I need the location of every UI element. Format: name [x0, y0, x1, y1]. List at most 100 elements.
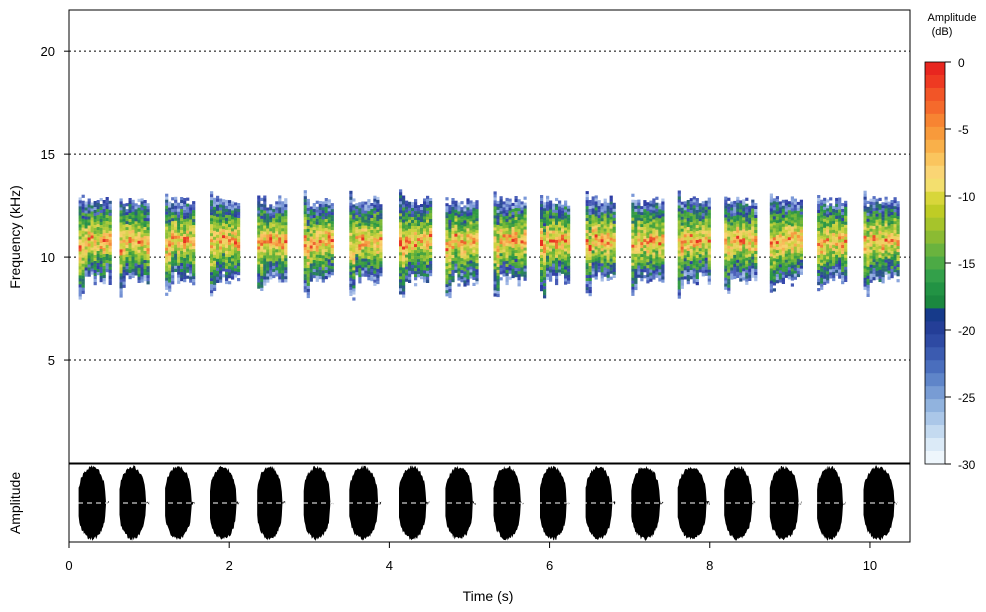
spectrogram-cell	[754, 275, 757, 278]
spectrogram-cell	[705, 255, 708, 258]
spectrogram-cell	[770, 248, 773, 251]
spectrogram-cell	[785, 272, 788, 275]
spectrogram-cell	[284, 249, 287, 252]
spectrogram-cell	[361, 253, 364, 256]
spectrogram-cell	[278, 279, 281, 282]
spectrogram-cell	[147, 209, 150, 212]
spectrogram-cell	[475, 257, 478, 260]
spectrogram-cell	[640, 224, 643, 227]
spectrogram-cell	[503, 240, 506, 243]
spectrogram-cell	[457, 232, 460, 235]
spectrogram-cell	[417, 265, 420, 268]
spectrogram-cell	[411, 265, 414, 268]
spectrogram-cell	[652, 264, 655, 267]
spectrogram-cell	[79, 236, 82, 239]
spectrogram-cell	[132, 206, 135, 209]
spectrogram-cell	[91, 263, 94, 266]
spectrogram-cell	[736, 233, 739, 236]
spectrogram-cell	[785, 203, 788, 206]
spectrogram-cell	[168, 226, 171, 229]
syllable	[586, 191, 616, 296]
spectrogram-cell	[216, 265, 219, 268]
spectrogram-cell	[257, 238, 260, 241]
spectrogram-cell	[540, 234, 543, 237]
spectrogram-cell	[109, 243, 112, 246]
spectrogram-cell	[219, 268, 222, 271]
spectrogram-cell	[497, 255, 500, 258]
spectrogram-cell	[228, 281, 231, 284]
spectrogram-cell	[558, 243, 561, 246]
spectrogram-cell	[234, 241, 237, 244]
spectrogram-cell	[358, 244, 361, 247]
spectrogram-cell	[304, 193, 307, 196]
spectrogram-cell	[120, 294, 123, 297]
spectrogram-cell	[543, 217, 546, 220]
spectrogram-cell	[661, 262, 664, 265]
spectrogram-cell	[405, 228, 408, 231]
spectrogram-cell	[652, 225, 655, 228]
spectrogram-cell	[376, 242, 379, 245]
spectrogram-cell	[402, 211, 405, 214]
spectrogram-cell	[751, 230, 754, 233]
spectrogram-cell	[681, 223, 684, 226]
spectrogram-cell	[782, 206, 785, 209]
spectrogram-cell	[284, 243, 287, 246]
spectrogram-cell	[503, 252, 506, 255]
spectrogram-cell	[643, 215, 646, 218]
spectrogram-cell	[835, 228, 838, 231]
spectrogram-cell	[512, 224, 515, 227]
spectrogram-cell	[192, 222, 195, 225]
spectrogram-cell	[171, 233, 174, 236]
spectrogram-cell	[661, 229, 664, 232]
spectrogram-cell	[745, 231, 748, 234]
spectrogram-cell	[727, 240, 730, 243]
spectrogram-cell	[631, 293, 634, 296]
spectrogram-cell	[82, 195, 85, 198]
spectrogram-cell	[690, 273, 693, 276]
spectrogram-cell	[216, 226, 219, 229]
spectrogram-cell	[82, 264, 85, 267]
spectrogram-cell	[278, 219, 281, 222]
spectrogram-cell	[800, 221, 803, 224]
spectrogram-cell	[349, 248, 352, 251]
spectrogram-cell	[411, 235, 414, 238]
spectrogram-cell	[567, 209, 570, 212]
spectrogram-cell	[405, 267, 408, 270]
spectrogram-cell	[352, 225, 355, 228]
spectrogram-cell	[546, 247, 549, 250]
spectrogram-cell	[466, 264, 469, 267]
spectrogram-cell	[402, 199, 405, 202]
spectrogram-cell	[319, 276, 322, 279]
spectrogram-cell	[604, 265, 607, 268]
spectrogram-cell	[263, 253, 266, 256]
spectrogram-cell	[631, 230, 634, 233]
spectrogram-cell	[414, 268, 417, 271]
spectrogram-cell	[708, 240, 711, 243]
spectrogram-cell	[782, 281, 785, 284]
spectrogram-cell	[426, 271, 429, 274]
spectrogram-cell	[742, 208, 745, 211]
spectrogram-cell	[823, 270, 826, 273]
spectrogram-cell	[521, 201, 524, 204]
spectrogram-cell	[448, 250, 451, 253]
spectrogram-cell	[776, 226, 779, 229]
spectrogram-cell	[646, 247, 649, 250]
spectrogram-cell	[269, 204, 272, 207]
spectrogram-cell	[469, 242, 472, 245]
spectrogram-cell	[607, 233, 610, 236]
spectrogram-cell	[423, 258, 426, 261]
spectrogram-cell	[864, 263, 867, 266]
spectrogram-cell	[94, 207, 97, 210]
spectrogram-cell	[423, 204, 426, 207]
spectrogram-cell	[364, 265, 367, 268]
spectrogram-cell	[216, 253, 219, 256]
spectrogram-cell	[399, 204, 402, 207]
spectrogram-cell	[379, 264, 382, 267]
spectrogram-cell	[564, 270, 567, 273]
spectrogram-cell	[328, 244, 331, 247]
spectrogram-cell	[100, 213, 103, 216]
spectrogram-cell	[376, 209, 379, 212]
spectrogram-cell	[794, 265, 797, 268]
spectrogram-cell	[138, 214, 141, 217]
spectrogram-cell	[325, 270, 328, 273]
